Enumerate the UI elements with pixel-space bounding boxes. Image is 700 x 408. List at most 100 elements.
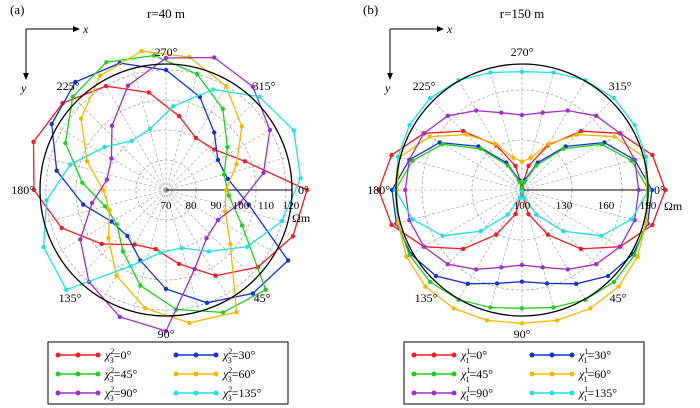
panel-b-grid-spoke-60: [521, 189, 586, 300]
panel-a-radial-tick-0: 70: [161, 200, 173, 212]
panel-b-series-2-point-17: [517, 179, 522, 185]
panel-b-series-2-point-7: [488, 305, 493, 310]
panel-b-series-4-point-21: [594, 113, 599, 119]
panel-a-series-4-point-7: [109, 123, 115, 128]
panel-a-series-0-point-12: [103, 83, 109, 89]
panel-a-series-0-point-7: [99, 241, 104, 247]
panel-a-series-0-point-8: [59, 225, 64, 231]
panel-a-series-3-point-15: [223, 187, 229, 193]
panel-b-grid-spoke-30: [521, 189, 632, 254]
panel-a-radial-tick-3: 100: [233, 200, 250, 212]
panel-a-series-2-point-14: [225, 144, 230, 150]
panel-a-series-3-point-9: [97, 73, 103, 78]
panel-b-series-3-point-4: [588, 306, 593, 311]
panel-b-series-1-point-9: [433, 273, 439, 279]
panel-b-series-0-point-5: [526, 211, 531, 217]
panel-a-series-5-point-13: [244, 244, 250, 249]
panel-b-series-0-point-15: [460, 128, 466, 134]
panel-a-grid: [40, 64, 292, 316]
panel-b-radial-tick-2: 160: [598, 200, 615, 212]
panel-b-series-2-point-3: [611, 279, 617, 285]
panel-b-series-5-point-22: [632, 122, 637, 128]
panel-a-series-5-point-7: [171, 104, 176, 109]
panel-a-series-3-point-10: [139, 48, 144, 54]
panel-b-series-4-point-4: [565, 267, 570, 272]
panel-a-series-line-4: [79, 56, 271, 332]
panel-b-series-1-point-3: [605, 273, 611, 279]
panel-b-series-0-point-11: [389, 222, 394, 228]
panel-a-series-5-point-4: [102, 144, 107, 150]
panel-b-legend: χ1 1=0° χ1 1=30° χ1 1=45° χ1 1=60° χ1 1=90° χ1 1=13…: [403, 341, 645, 405]
panel-b-series-4-point-6: [519, 262, 525, 268]
panel-a-series-5-point-9: [257, 94, 262, 99]
panel-b-series-0-point-17: [513, 163, 518, 169]
panel-a-angle-label-225: 225°: [57, 79, 80, 93]
panel-b-angle-label-270: 270°: [511, 45, 534, 59]
panel-a-series-1-point-1: [250, 291, 255, 296]
panel-a-series-line-2: [64, 54, 267, 314]
panel-a-series-3-point-7: [84, 159, 90, 164]
panel-a-legend-marker-1-2: [213, 352, 219, 358]
panel-b-series-4-point-0: [636, 187, 641, 193]
panel-a-series-0-point-9: [31, 187, 37, 193]
panel-b-legend-marker-3-0: [529, 371, 535, 377]
panel-b-series-0-point-4: [545, 232, 550, 237]
panel-b-grid-spoke-150: [412, 189, 523, 254]
panel-b-series-3-point-17: [511, 155, 516, 160]
panel-a-series-5-point-15: [179, 245, 184, 251]
panel-a-series-3-point-8: [78, 116, 84, 121]
panel-a-series-4-point-12: [267, 127, 273, 133]
panel-a-series-0-point-3: [213, 273, 218, 278]
panel-a-series-5-point-5: [129, 138, 134, 144]
panel-b-legend-marker-0-1: [431, 352, 437, 358]
panel-b-radial-tick-1: 130: [556, 200, 573, 212]
panel-a-legend-marker-4-1: [75, 390, 81, 396]
panel-a-series-4-point-14: [237, 200, 243, 206]
panel-a-grid-spoke-225: [76, 100, 167, 191]
panel-b-series-5-point-7: [517, 195, 522, 201]
panel-a-series-1-point-12: [163, 67, 169, 73]
panel-a-legend-marker-2-0: [55, 371, 61, 377]
panel-b-series-5-point-0: [646, 187, 651, 193]
panel-b-series-0-point-8: [494, 232, 499, 237]
panel-b-legend-marker-5-2: [569, 390, 575, 396]
panel-a-series-1-point-5: [125, 233, 130, 239]
panel-b-legend-label-5: χ1 1=135°: [578, 385, 617, 403]
panel-a-series-3-point-3: [114, 273, 119, 278]
panel-b-series-2-point-19: [522, 179, 527, 185]
panel-a-series-0-point-10: [31, 139, 36, 144]
panel-b-series-4-point-14: [421, 131, 427, 136]
panel-a-legend-marker-1-0: [173, 352, 179, 358]
panel-a-series-4-point-1: [117, 314, 123, 320]
panel-b-title: r=150 m: [500, 6, 545, 21]
panel-b-series-4-point-13: [407, 157, 412, 162]
panel-a-series-0-point-1: [290, 234, 296, 239]
panel-a-series-0-point-14: [176, 113, 182, 119]
panel-b-series-5-point-11: [410, 217, 415, 222]
panel-a-radial-tick-2: 90: [211, 200, 223, 212]
panel-b-series-5-point-10: [440, 233, 445, 238]
panel-a-series-3-point-16: [223, 209, 228, 214]
panel-b-legend-marker-0-0: [411, 352, 417, 358]
panel-a-series-1-point-6: [109, 219, 114, 224]
panel-b-series-0-point-7: [513, 211, 518, 217]
panel-b-series-3-point-20: [546, 141, 551, 146]
panel-a-angle-label-315: 315°: [253, 79, 276, 93]
panel-b-series-4-point-9: [445, 262, 450, 267]
panel-b-series-3-point-1: [643, 221, 649, 226]
panel-b-angle-label-315: 315°: [609, 79, 632, 93]
panel-a-grid-spoke-285: [165, 68, 199, 191]
panel-b-series-3-point-16: [493, 141, 498, 146]
panel-a-angle-label-135: 135°: [59, 291, 82, 305]
panel-b-angle-label-225: 225°: [413, 79, 436, 93]
panel-a-legend-marker-1-1: [193, 352, 199, 358]
panel-b-series-2-point-6: [519, 306, 525, 311]
panel-b-series-3-point-19: [528, 155, 533, 160]
panel-b-series-5-point-8: [505, 212, 510, 217]
panel-a-series-3-point-5: [107, 208, 112, 213]
panel-b-series-0-point-19: [526, 163, 531, 169]
panel-a-series: [31, 48, 310, 334]
panel-a-series-0-point-17: [242, 159, 248, 164]
panel-b-grid-spoke-330: [521, 126, 632, 191]
